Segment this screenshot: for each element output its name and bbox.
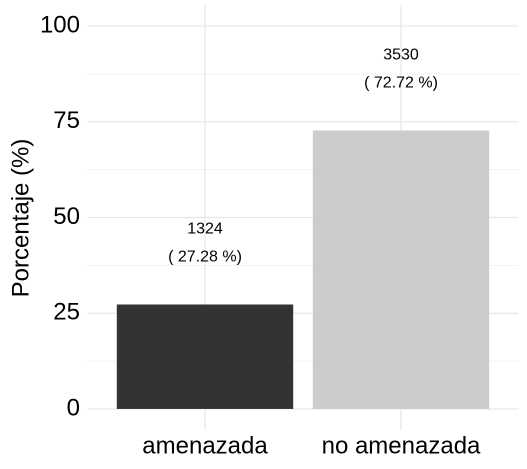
x-tick-label: amenazada — [142, 432, 268, 459]
y-axis-title: Porcentaje (%) — [7, 139, 34, 298]
value-label: ( 27.28 %) — [168, 249, 242, 266]
count-label: 3530 — [383, 47, 419, 64]
y-tick-label: 100 — [40, 11, 80, 38]
count-label: 1324 — [187, 221, 223, 238]
value-label: ( 72.72 %) — [364, 75, 438, 92]
y-tick-label: 50 — [53, 203, 80, 230]
y-tick-label: 75 — [53, 107, 80, 134]
y-tick-label: 25 — [53, 299, 80, 326]
bar — [312, 130, 490, 409]
x-tick-label: no amenazada — [322, 432, 481, 459]
y-tick-label: 0 — [67, 394, 80, 421]
bar — [116, 304, 294, 409]
